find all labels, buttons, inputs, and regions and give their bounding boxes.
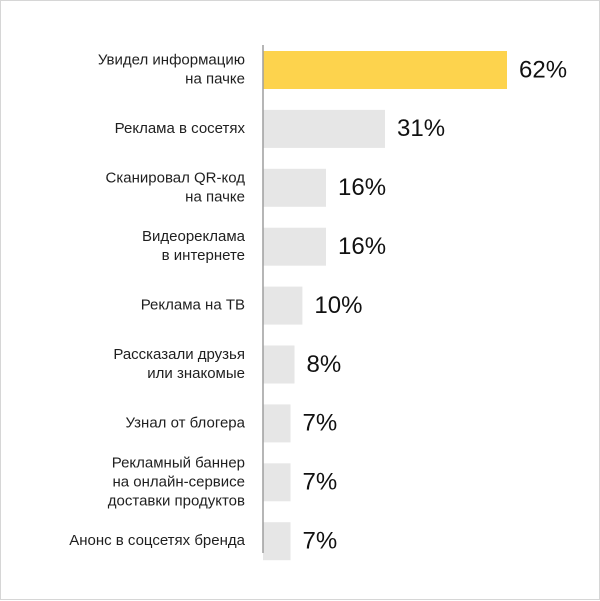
category-label-6: Рассказали друзья или знакомые [113, 346, 245, 382]
bar-7 [263, 404, 291, 443]
bar-5 [263, 286, 303, 325]
category-label-1: Увидел информацию на пачке [98, 51, 245, 87]
value-label-1: 62% [519, 56, 567, 83]
value-label-3: 16% [338, 174, 386, 201]
value-label-6: 8% [307, 351, 342, 378]
bar-1 [263, 51, 507, 89]
value-label-2: 31% [397, 115, 445, 142]
value-label-5: 10% [314, 292, 362, 319]
category-label-3: Сканировал QR-код на пачке [106, 169, 246, 205]
category-label-5: Реклама на ТВ [141, 297, 245, 314]
bar-3 [263, 168, 326, 207]
category-label-4: Видеореклама в интернете [142, 228, 246, 264]
bar-8 [263, 463, 291, 502]
bar-6 [263, 345, 295, 384]
category-label-7: Узнал от блогера [125, 414, 245, 431]
bar-9 [263, 522, 291, 561]
category-label-9: Анонс в соцсетях бренда [69, 532, 245, 549]
value-label-8: 7% [303, 469, 338, 496]
value-label-4: 16% [338, 233, 386, 260]
category-label-8: Рекламный баннер на онлайн-сервисе доставк… [108, 454, 245, 509]
bar-2 [263, 109, 385, 148]
value-label-9: 7% [303, 528, 338, 555]
category-label-2: Реклама в сосетях [115, 120, 246, 137]
bar-4 [263, 227, 326, 266]
value-label-7: 7% [303, 410, 338, 437]
